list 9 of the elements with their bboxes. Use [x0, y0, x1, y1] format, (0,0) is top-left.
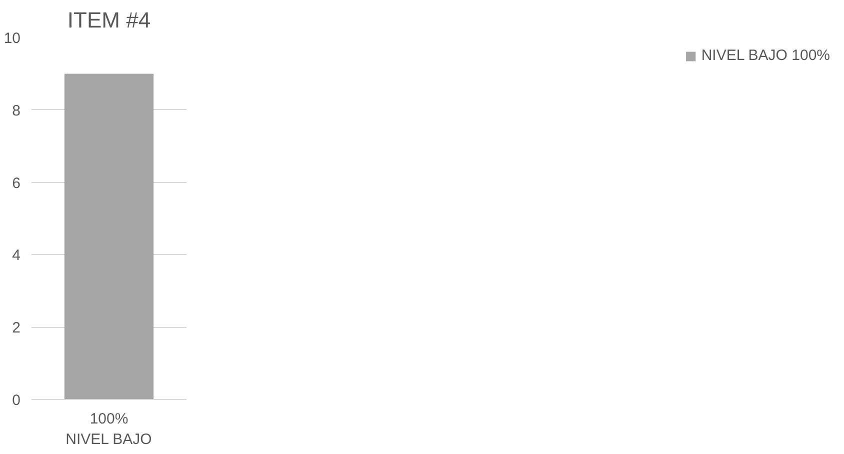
y-tick-label: 2	[12, 320, 20, 337]
legend-label: NIVEL BAJO 100%	[701, 47, 830, 64]
chart-title: ITEM #4	[67, 8, 151, 32]
y-tick-label: 10	[4, 30, 21, 47]
y-tick-label: 0	[12, 392, 20, 409]
y-tick-label: 8	[12, 102, 20, 120]
x-tick-label: 100% NIVEL BAJO	[66, 410, 152, 448]
y-tick-label: 4	[12, 247, 20, 264]
y-tick-label: 6	[12, 174, 20, 192]
